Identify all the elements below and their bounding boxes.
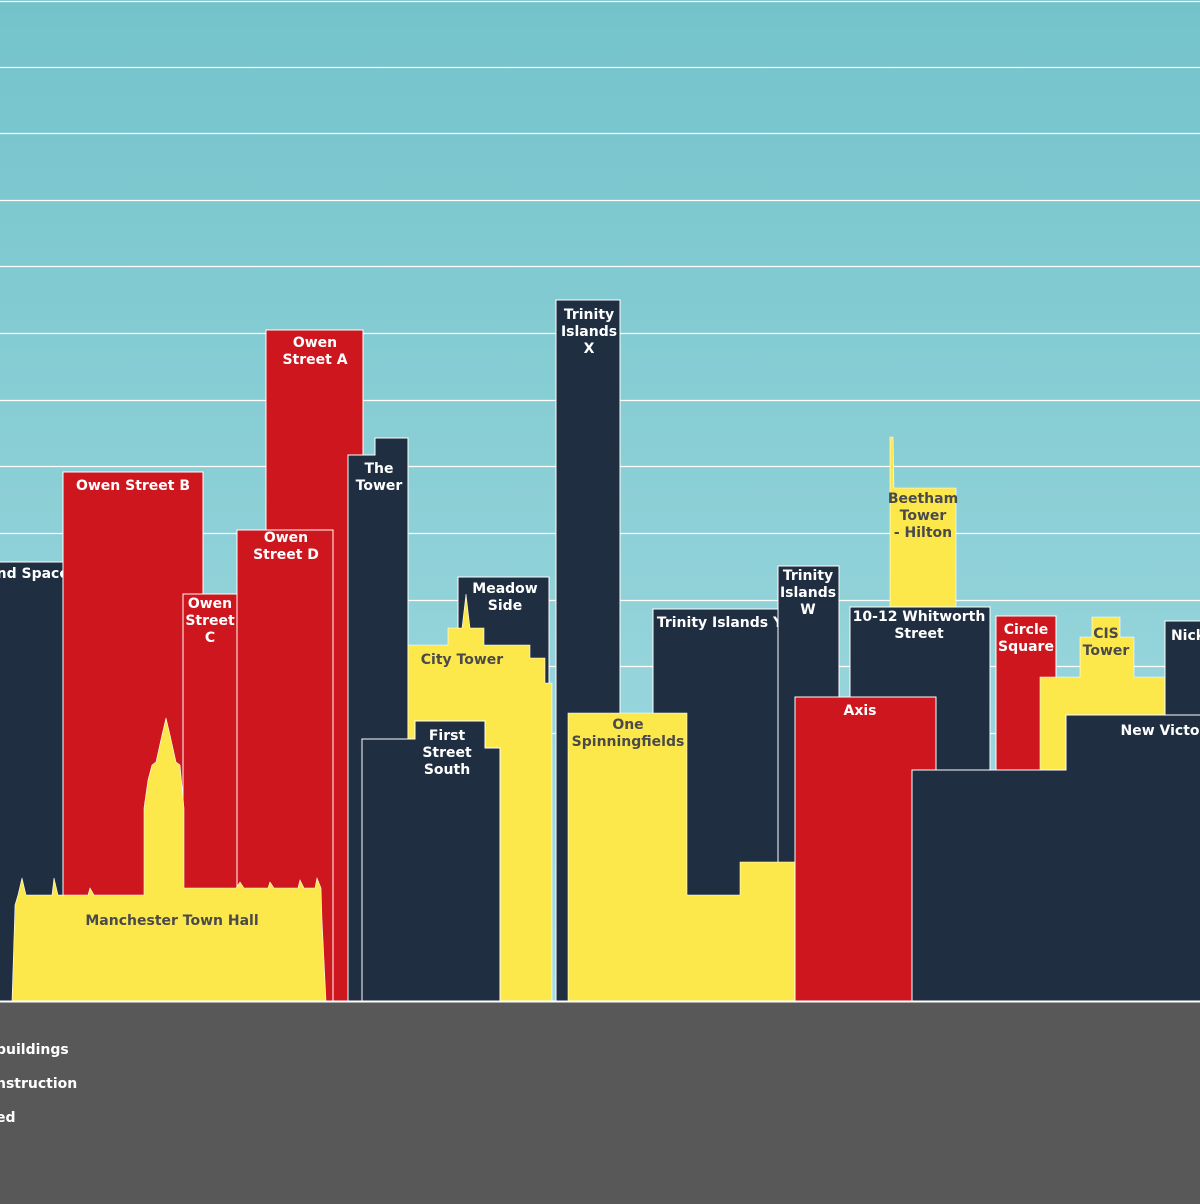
building-label-line: Tower <box>900 508 947 524</box>
building-label-line: Trinity <box>783 568 833 584</box>
building-label-line: Trinity Islands Y <box>657 615 784 631</box>
building-label: Owen Street B <box>76 478 190 494</box>
building-label-line: South <box>424 762 470 778</box>
building-label: and Space <box>0 566 69 582</box>
building-label: Trinity Islands W <box>780 568 836 618</box>
building-label-line: The <box>364 461 393 477</box>
building-label: City Tower <box>421 652 504 668</box>
building-label-line: Manchester Town Hall <box>85 913 258 929</box>
building-label: Manchester Town Hall <box>85 913 258 929</box>
legend-construction-label: nstruction <box>0 1076 78 1092</box>
building-label: Beetham Tower - Hilton <box>888 491 958 541</box>
building-label-line: First <box>429 728 466 744</box>
building-label-line: Square <box>998 639 1054 655</box>
building-shape <box>11 717 327 1002</box>
building-label-line: Circle <box>1004 622 1049 638</box>
building-label: New Victo <box>1120 723 1199 739</box>
building-label: CIS Tower <box>1083 626 1130 659</box>
building-label-line: and Space <box>0 566 69 582</box>
building-label: The Tower <box>356 461 403 494</box>
building-label-line: Street <box>422 745 472 761</box>
building-label: 10-12 Whitworth Street <box>853 609 986 642</box>
building-label: Axis <box>844 703 877 719</box>
building-label-line: Islands <box>780 585 836 601</box>
building-label: Circle Square <box>998 622 1054 655</box>
building-label: Owen Street C <box>185 596 235 646</box>
building-label-line: Street <box>894 626 944 642</box>
building-label-line: Beetham <box>888 491 958 507</box>
building-label-line: Owen <box>264 530 308 546</box>
building-label-line: City Tower <box>421 652 504 668</box>
building-label-line: Spinningfields <box>572 734 685 750</box>
building-label-line: Street <box>185 613 235 629</box>
building-label: Owen Street D <box>253 530 319 563</box>
building-label-line: C <box>205 630 215 646</box>
building-label: One Spinningfields <box>572 717 685 750</box>
building-label-line: 10-12 Whitworth <box>853 609 986 625</box>
legend-existing-label: buildings <box>0 1042 69 1058</box>
building-label-line: Tower <box>356 478 403 494</box>
legend-proposed-label: ed <box>0 1110 16 1126</box>
building-label: Nick <box>1171 628 1200 644</box>
building-label-line: Street A <box>282 352 347 368</box>
building-label-line: Owen <box>188 596 232 612</box>
building-label: Trinity Islands Y <box>657 615 784 631</box>
ground <box>0 1001 1200 1200</box>
building-label-line: Islands <box>561 324 617 340</box>
building-label-line: Owen <box>293 335 337 351</box>
building-town-hall: Manchester Town Hall <box>11 717 327 1002</box>
building-label-line: Street D <box>253 547 319 563</box>
building-first-street: First Street South <box>361 720 501 1002</box>
building-label: Trinity Islands X <box>561 307 617 357</box>
legend-proposed: ed <box>0 1110 16 1126</box>
building-label-line: Owen Street B <box>76 478 190 494</box>
building-label-line: CIS <box>1093 626 1119 642</box>
building-label-line: Side <box>488 598 522 614</box>
building-label-line: W <box>800 602 815 618</box>
building-label-line: One <box>612 717 643 733</box>
building-label-line: Tower <box>1083 643 1130 659</box>
building-label-line: X <box>584 341 595 357</box>
building-label-line: Nick <box>1171 628 1200 644</box>
building-label: Owen Street A <box>282 335 347 368</box>
building-label: First Street South <box>422 728 472 778</box>
legend-construction: nstruction <box>0 1076 77 1092</box>
building-axis: Axis <box>794 696 937 1002</box>
building-label: Meadow Side <box>472 581 538 614</box>
building-label-line: - Hilton <box>894 525 952 541</box>
building-label-line: Axis <box>844 703 877 719</box>
legend-existing: buildings <box>0 1042 69 1058</box>
building-label-line: Trinity <box>564 307 614 323</box>
building-label-line: New Victo <box>1120 723 1199 739</box>
building-label-line: Meadow <box>472 581 538 597</box>
